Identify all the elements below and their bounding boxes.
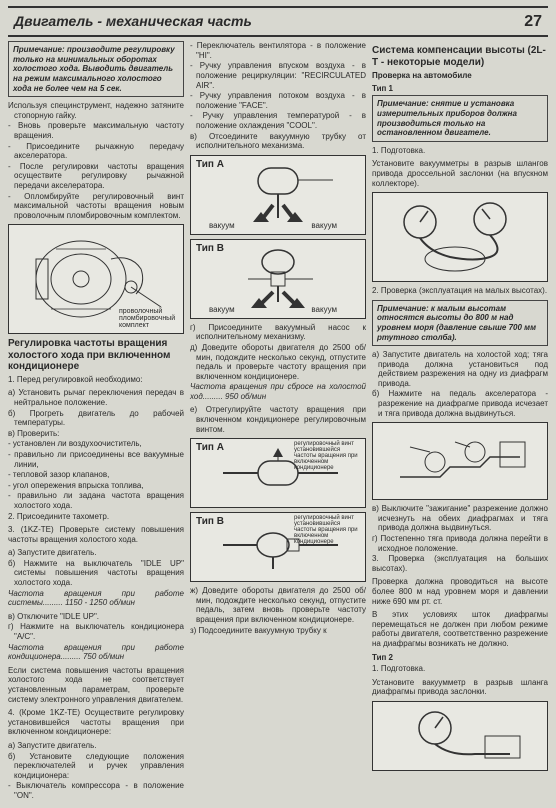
section-heading-altitude: Система компенсации высоты (2L-T - некот… bbox=[372, 45, 548, 68]
p6: 1. Перед регулировкой необходимо: bbox=[8, 375, 184, 385]
c2p7: д) Доведите обороты двигателя до 2500 об… bbox=[190, 343, 366, 381]
column-middle: - Переключатель вентилятора - в положени… bbox=[190, 41, 366, 801]
c2spec1: Частота вращения при сбросе на холостой … bbox=[190, 382, 366, 401]
c3p4a: Установите вакуумметр в разрыв шланга ди… bbox=[372, 678, 548, 697]
c3p2c: в) Выключите "зажигание" разрежение долж… bbox=[372, 504, 548, 533]
c2p4: - Ручку управления температурой - в поло… bbox=[190, 111, 366, 130]
p8b: б) Нажмите на выключатель "IDLE UP" сист… bbox=[8, 559, 184, 588]
p5: - Опломбируйте регулировочный винт макси… bbox=[8, 192, 184, 221]
figure-screw-b: Тип В регулировочный винт установившейся… bbox=[190, 512, 366, 582]
figBcap: регулировочный винт установившейся часто… bbox=[294, 515, 362, 545]
subheading-check: Проверка на автомобиле bbox=[372, 71, 548, 81]
fig-label-b2: Тип В bbox=[196, 516, 224, 528]
figAcap: регулировочный винт установившейся часто… bbox=[294, 441, 362, 471]
subheading-type1: Тип 1 bbox=[372, 84, 548, 94]
c3p2d: г) Постепенно тяга привода должна перейт… bbox=[372, 534, 548, 553]
column-right: Система компенсации высоты (2L-T - некот… bbox=[372, 41, 548, 801]
note-text-c3: Примечание: снятие и установка измерител… bbox=[377, 99, 517, 137]
chk5: - правильно ли задана частота вращения х… bbox=[8, 491, 184, 510]
header-rule-bottom bbox=[8, 35, 548, 37]
note-box-col3b: Примечание: к малым высотам относятся вы… bbox=[372, 300, 548, 346]
figure-gauges-1 bbox=[372, 192, 548, 282]
section-heading-idle: Регулировка частоты вращения холостого х… bbox=[8, 338, 184, 373]
figure-type-a: Тип А вакуум вакуум bbox=[190, 155, 366, 235]
spec1v: 1150 - 1250 об/мин bbox=[65, 598, 135, 607]
c2spec1v: 950 об/мин bbox=[225, 392, 266, 401]
header-rule-top bbox=[8, 6, 548, 8]
figure-carburetor: проволочный пломбировочный комплект bbox=[8, 224, 184, 334]
c3p4: 1. Подготовка. bbox=[372, 664, 548, 674]
c3p3: 3. Проверка (эксплуатация на больших выс… bbox=[372, 554, 548, 573]
chk1: - установлен ли воздухоочиститель, bbox=[8, 439, 184, 449]
p10a: а) Запустите двигатель. bbox=[8, 741, 184, 751]
fig-caption: проволочный пломбировочный комплект bbox=[119, 308, 179, 329]
header-title: Двигатель - механическая часть bbox=[14, 13, 252, 30]
p10: 4. (Кроме 1KZ-TE) Осуществите регулировк… bbox=[8, 708, 184, 737]
p8a: а) Запустите двигатель. bbox=[8, 548, 184, 558]
fig-label-a: Тип А bbox=[196, 159, 224, 171]
p1: Используя специнструмент, надежно затяни… bbox=[8, 101, 184, 120]
p9: Если система повышения частоты вращения … bbox=[8, 666, 184, 704]
chk4: - угол опережения впрыска топлива, bbox=[8, 481, 184, 491]
figure-screw-a: Тип А регулировочный винт установившейся… bbox=[190, 438, 366, 508]
p4: - После регулировки частоты вращения осу… bbox=[8, 162, 184, 191]
p10b: б) Установите следующие положения перекл… bbox=[8, 752, 184, 781]
page-header: Двигатель - механическая часть 27 bbox=[8, 10, 548, 33]
p7: 2. Присоедините тахометр. bbox=[8, 512, 184, 522]
figure-actuator bbox=[372, 422, 548, 500]
c3p3a: Проверка должна проводиться на высоте бо… bbox=[372, 577, 548, 606]
c3p2b: б) Нажмите на педаль акселератора - разр… bbox=[372, 389, 548, 418]
p2: - Вновь проверьте максимальную частоту в… bbox=[8, 121, 184, 140]
content-columns: Примечание: производите регулировку толь… bbox=[8, 41, 548, 801]
p6b: б) Прогреть двигатель до рабочей темпера… bbox=[8, 409, 184, 428]
note-text-c3b: Примечание: к малым высотам относятся вы… bbox=[377, 304, 536, 342]
note-text: Примечание: производите регулировку толь… bbox=[13, 45, 175, 92]
c3p2: 2. Проверка (эксплуатация на малых высот… bbox=[372, 286, 548, 296]
c2p10: з) Подсоедините вакуумную трубку к bbox=[190, 626, 366, 636]
subheading-type2: Тип 2 bbox=[372, 653, 548, 663]
vac-a-l: вакуум bbox=[209, 221, 235, 231]
c2p6: г) Присоедините вакуумный насос к исполн… bbox=[190, 323, 366, 342]
p8: 3. (1KZ-TE) Проверьте систему повышения … bbox=[8, 525, 184, 544]
chk3: - тепловой зазор клапанов, bbox=[8, 470, 184, 480]
spec2v: 750 об/мин bbox=[83, 652, 124, 661]
c2p3: - Ручку управления потоком воздуха - в п… bbox=[190, 91, 366, 110]
note-box-col1: Примечание: производите регулировку толь… bbox=[8, 41, 184, 97]
c3p2a: а) Запустите двигатель на холостой ход; … bbox=[372, 350, 548, 388]
c2p1: - Переключатель вентилятора - в положени… bbox=[190, 41, 366, 60]
c3p3b: В этих условиях шток диафрагмы перемещат… bbox=[372, 610, 548, 648]
chk2: - правильно ли присоединены все вакуумны… bbox=[8, 450, 184, 469]
vac-b-r: вакуум bbox=[311, 305, 337, 315]
figure-type-b: Тип В вакуум вакуум bbox=[190, 239, 366, 319]
note-box-col3: Примечание: снятие и установка измерител… bbox=[372, 95, 548, 141]
p3: - Присоедините рычажную передачу акселер… bbox=[8, 142, 184, 161]
column-left: Примечание: производите регулировку толь… bbox=[8, 41, 184, 801]
p6a: а) Установить рычаг переключения передач… bbox=[8, 388, 184, 407]
vac-b-l: вакуум bbox=[209, 305, 235, 315]
c2p9: ж) Доведите обороты двигателя до 2500 об… bbox=[190, 586, 366, 624]
fig-label-a2: Тип А bbox=[196, 442, 224, 454]
page-number: 27 bbox=[524, 12, 542, 31]
c3p1a: Установите вакуумметры в разрыв шлангов … bbox=[372, 159, 548, 188]
fig-label-b: Тип В bbox=[196, 243, 224, 255]
figure-gauge-single bbox=[372, 701, 548, 771]
spec2: Частота вращения при работе кондиционера… bbox=[8, 643, 184, 662]
c2p2: - Ручку управления впуском воздуха - в п… bbox=[190, 61, 366, 90]
p10c: - Выключатель компрессора - в положение … bbox=[8, 781, 184, 800]
c2p5: в) Отсоедините вакуумную трубку от испол… bbox=[190, 132, 366, 151]
spec1: Частота вращения при работе системы.....… bbox=[8, 589, 184, 608]
p8d: г) Нажмите на выключатель кондиционера "… bbox=[8, 622, 184, 641]
c2spec1l: Частота вращения при сбросе на холостой … bbox=[190, 382, 366, 401]
p6c: в) Проверить: bbox=[8, 429, 184, 439]
p8c: в) Отключите "IDLE UP". bbox=[8, 612, 184, 622]
c2p8: е) Отрегулируйте частоту вращения при вк… bbox=[190, 405, 366, 434]
vac-a-r: вакуум bbox=[311, 221, 337, 231]
c3p1: 1. Подготовка. bbox=[372, 146, 548, 156]
